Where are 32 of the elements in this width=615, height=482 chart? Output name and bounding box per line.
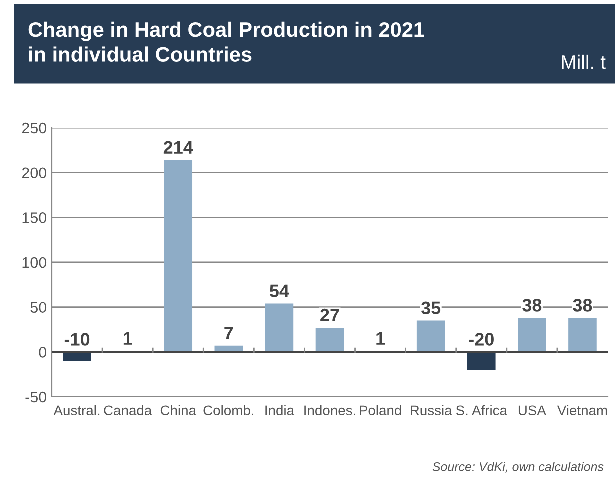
y-tick-label: -50 bbox=[26, 392, 47, 403]
data-label: 27 bbox=[320, 308, 340, 322]
y-tick-label: 150 bbox=[22, 212, 47, 224]
x-tick-label: USA bbox=[518, 406, 546, 416]
data-label: 1 bbox=[376, 332, 386, 345]
x-tick-label: India bbox=[266, 405, 295, 416]
x-tick-label: S. Africa bbox=[456, 405, 508, 416]
x-tick-label: Indones. bbox=[304, 405, 356, 416]
y-tick-label: 250 bbox=[22, 122, 47, 134]
data-label: -10 bbox=[64, 333, 90, 346]
source-note: Source: VdKi, own calculations bbox=[432, 462, 604, 473]
chart-title: Change in Hard Coal Production in 2021 in individual Countries bbox=[28, 22, 424, 62]
y-tick-label: 100 bbox=[22, 257, 47, 268]
data-label: 38 bbox=[522, 299, 542, 312]
data-label: 7 bbox=[224, 327, 234, 340]
y-tick-label: 200 bbox=[22, 168, 47, 179]
x-tick-label: Canada bbox=[104, 405, 152, 416]
x-tick-label: Vietnam bbox=[557, 405, 608, 416]
x-tick-label: Poland bbox=[360, 405, 402, 416]
x-tick-label: Colomb. bbox=[204, 405, 254, 416]
data-label: -20 bbox=[469, 333, 494, 346]
data-label: 54 bbox=[270, 284, 290, 298]
x-tick-label: Russia bbox=[411, 405, 452, 416]
data-label: 214 bbox=[164, 141, 194, 154]
y-tick-label: 0 bbox=[39, 347, 47, 358]
y-axis-title: Mill. t bbox=[562, 54, 606, 70]
data-label: 1 bbox=[124, 332, 132, 345]
x-tick-label: China bbox=[160, 405, 197, 416]
data-label: 38 bbox=[573, 299, 592, 312]
x-tick-label: Austral. bbox=[54, 405, 100, 416]
y-tick-label: 50 bbox=[30, 302, 47, 314]
data-label: 35 bbox=[421, 302, 441, 315]
